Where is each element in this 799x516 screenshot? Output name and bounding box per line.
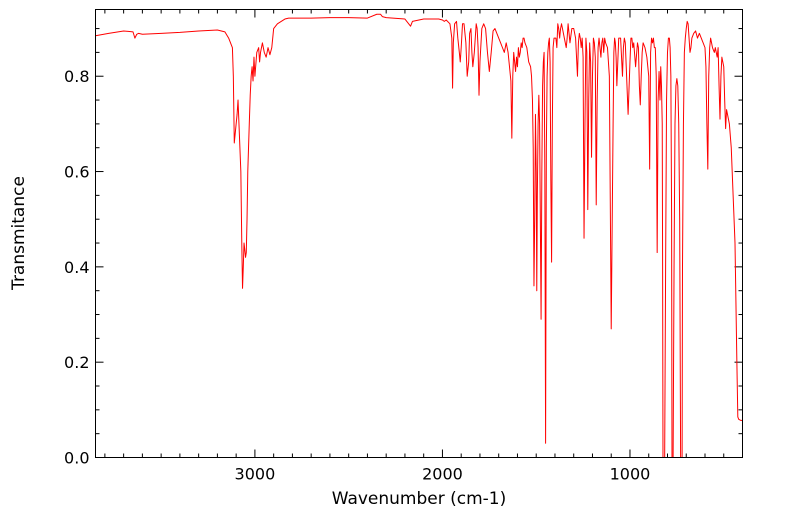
x-tick-label: 3000 (235, 465, 276, 484)
spectrum-line (95, 13, 743, 458)
y-tick-label: 0.0 (64, 449, 89, 468)
y-tick-label: 0.2 (64, 353, 89, 372)
x-tick-label: 2000 (422, 465, 463, 484)
y-tick-label: 0.8 (64, 67, 89, 86)
y-tick-label: 0.6 (64, 163, 89, 182)
y-tick-label: 0.4 (64, 258, 89, 277)
x-axis-label: Wavenumber (cm-1) (332, 489, 507, 509)
tick-labels: 3000 2000 1000 0.0 0.2 0.4 0.6 0.8 (64, 67, 650, 483)
minor-ticks (95, 9, 743, 458)
series-layer (95, 13, 743, 458)
y-axis-label: Transmitance (9, 176, 29, 291)
x-tick-label: 1000 (610, 465, 651, 484)
major-ticks (95, 9, 743, 458)
plot-frame (95, 9, 743, 458)
